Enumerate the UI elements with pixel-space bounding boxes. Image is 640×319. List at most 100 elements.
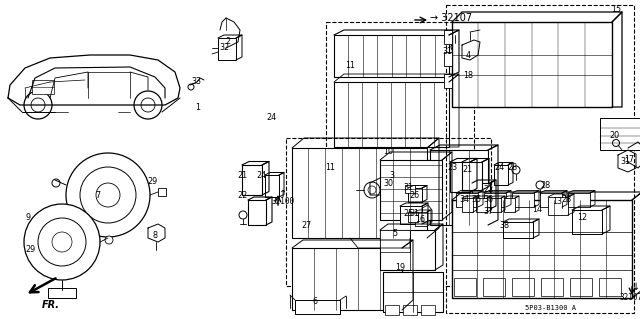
Text: 35: 35 bbox=[471, 196, 481, 204]
Text: FR.: FR. bbox=[42, 300, 60, 310]
Circle shape bbox=[141, 98, 155, 112]
Bar bbox=[286, 138, 491, 286]
Bar bbox=[472, 183, 490, 209]
Text: 15: 15 bbox=[611, 5, 621, 14]
Bar bbox=[380, 230, 410, 252]
Bar bbox=[568, 193, 590, 207]
Text: 5P03-B1300 A: 5P03-B1300 A bbox=[525, 305, 576, 311]
Bar bbox=[334, 82, 449, 147]
Bar bbox=[403, 305, 417, 315]
Text: 32107: 32107 bbox=[620, 293, 640, 301]
Bar bbox=[541, 278, 563, 296]
Bar bbox=[408, 212, 418, 222]
Circle shape bbox=[536, 181, 544, 189]
Text: 11: 11 bbox=[325, 164, 335, 173]
Text: 2: 2 bbox=[225, 38, 230, 47]
Bar bbox=[452, 200, 632, 298]
Bar bbox=[242, 165, 262, 195]
Text: 24: 24 bbox=[494, 164, 504, 173]
Text: 31: 31 bbox=[620, 158, 630, 167]
Bar bbox=[48, 288, 76, 298]
Text: 21: 21 bbox=[237, 170, 247, 180]
Bar bbox=[444, 30, 452, 44]
Text: 22: 22 bbox=[237, 190, 247, 199]
Text: 32100: 32100 bbox=[271, 197, 294, 206]
Text: 25: 25 bbox=[403, 210, 413, 219]
Bar bbox=[548, 197, 568, 215]
Bar bbox=[380, 230, 435, 270]
Text: 14: 14 bbox=[532, 205, 542, 214]
Bar bbox=[490, 198, 501, 212]
Bar bbox=[292, 148, 427, 238]
Bar bbox=[248, 200, 266, 225]
Circle shape bbox=[105, 236, 113, 244]
Circle shape bbox=[66, 153, 150, 237]
Bar bbox=[405, 185, 415, 193]
Circle shape bbox=[38, 218, 86, 266]
Bar bbox=[265, 175, 279, 197]
Bar bbox=[415, 212, 427, 226]
Bar bbox=[512, 193, 534, 207]
Text: 27: 27 bbox=[301, 220, 311, 229]
Bar bbox=[599, 278, 621, 296]
Bar bbox=[408, 188, 422, 202]
Text: 3: 3 bbox=[390, 170, 394, 180]
Text: 38: 38 bbox=[499, 221, 509, 231]
Text: 5: 5 bbox=[392, 228, 397, 238]
Circle shape bbox=[451, 43, 459, 51]
Bar bbox=[476, 198, 487, 212]
Text: 37: 37 bbox=[483, 207, 493, 217]
Bar bbox=[446, 5, 634, 313]
Circle shape bbox=[52, 179, 60, 187]
Text: 1: 1 bbox=[195, 103, 200, 113]
Text: 21: 21 bbox=[462, 166, 472, 174]
Bar bbox=[600, 118, 640, 150]
Bar bbox=[462, 198, 473, 212]
Text: 26: 26 bbox=[409, 191, 419, 201]
Bar bbox=[421, 305, 435, 315]
Bar bbox=[380, 160, 442, 220]
Circle shape bbox=[188, 84, 194, 90]
Circle shape bbox=[134, 91, 162, 119]
Bar bbox=[430, 150, 488, 225]
Bar bbox=[292, 248, 402, 310]
Text: 24: 24 bbox=[256, 170, 266, 180]
Circle shape bbox=[558, 194, 566, 202]
Text: 4: 4 bbox=[465, 50, 470, 60]
Text: 9: 9 bbox=[26, 213, 31, 222]
Circle shape bbox=[364, 182, 380, 198]
Bar bbox=[451, 30, 459, 38]
Text: 28: 28 bbox=[507, 164, 517, 173]
Bar bbox=[494, 165, 508, 185]
Bar bbox=[444, 74, 452, 88]
Text: 6: 6 bbox=[312, 298, 317, 307]
Text: 13: 13 bbox=[552, 197, 562, 206]
Text: 7: 7 bbox=[95, 191, 100, 201]
Bar bbox=[456, 193, 478, 207]
Text: 29: 29 bbox=[25, 246, 35, 255]
Bar bbox=[512, 278, 534, 296]
Bar bbox=[454, 278, 476, 296]
Bar bbox=[400, 206, 422, 224]
Text: → 32107: → 32107 bbox=[430, 13, 472, 23]
Bar bbox=[503, 222, 533, 238]
Circle shape bbox=[512, 166, 520, 174]
Text: 28: 28 bbox=[561, 196, 571, 204]
Text: 16: 16 bbox=[415, 216, 425, 225]
Bar bbox=[570, 278, 592, 296]
Text: 34: 34 bbox=[459, 196, 469, 204]
Bar bbox=[484, 193, 506, 207]
Bar bbox=[295, 300, 340, 314]
Bar bbox=[450, 162, 470, 192]
Bar bbox=[483, 278, 505, 296]
Circle shape bbox=[52, 232, 72, 252]
Circle shape bbox=[368, 186, 376, 194]
Bar bbox=[504, 198, 515, 212]
Bar bbox=[383, 272, 443, 312]
Text: 28: 28 bbox=[540, 181, 550, 189]
Text: 24: 24 bbox=[266, 114, 276, 122]
Text: 19: 19 bbox=[395, 263, 405, 272]
Text: 17: 17 bbox=[624, 155, 634, 165]
Text: ↓: ↓ bbox=[632, 282, 640, 292]
Text: 32: 32 bbox=[219, 43, 229, 53]
